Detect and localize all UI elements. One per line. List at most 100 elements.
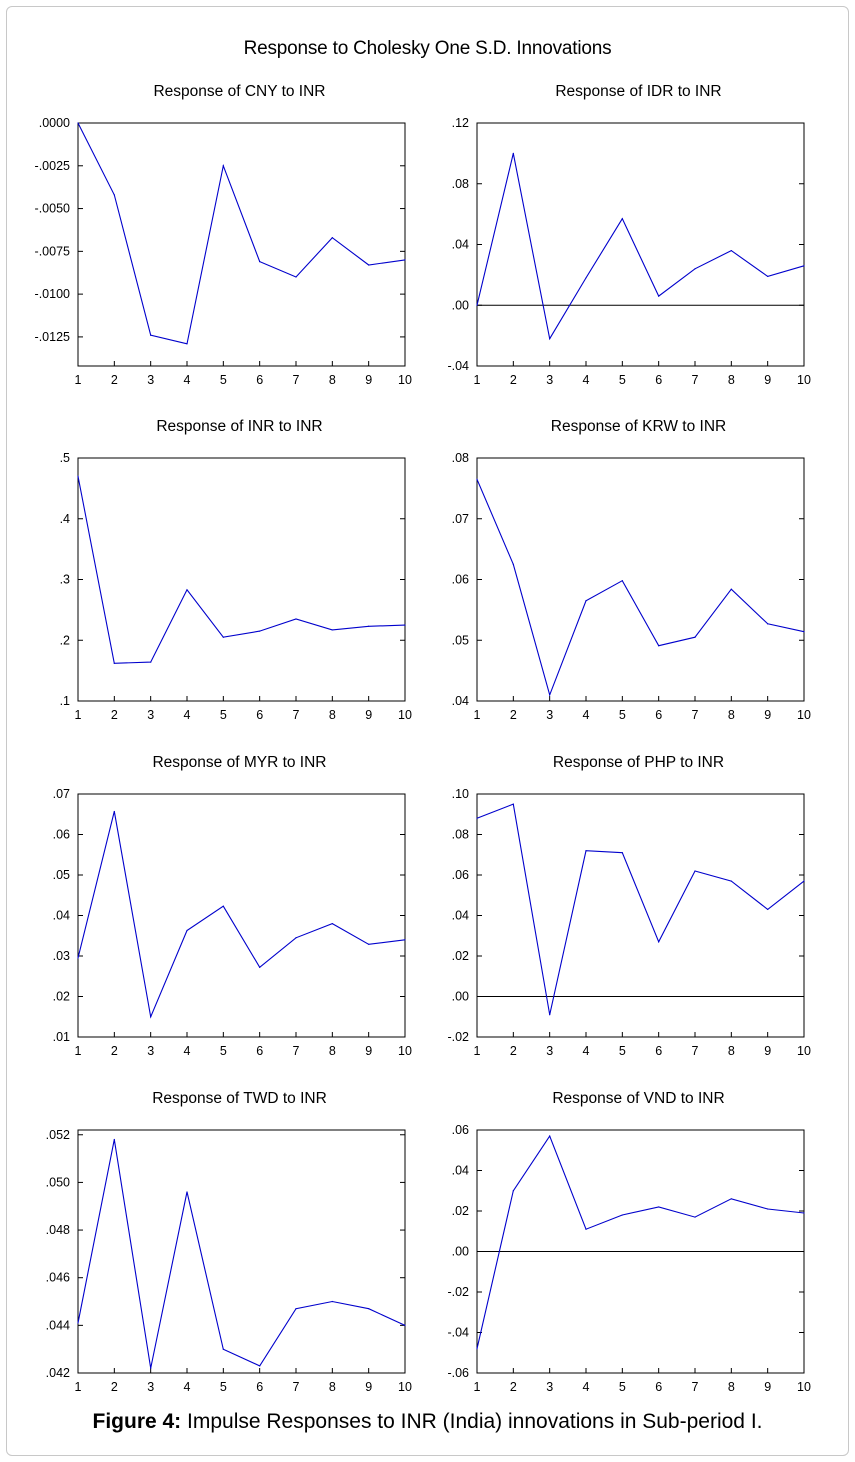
data-point xyxy=(694,636,696,638)
chart-panel-7: Response of TWD to INR .052 .050 .048 .046 .0… xyxy=(46,1090,412,1394)
y-tick-label: -.0025 xyxy=(35,159,70,173)
data-point xyxy=(259,966,261,968)
y-tick-label: .00 xyxy=(452,298,469,312)
x-tick-label: 10 xyxy=(398,373,412,387)
data-point xyxy=(113,810,115,813)
data-point xyxy=(549,694,551,696)
y-tick-label: -.04 xyxy=(447,1326,469,1340)
chart-title: Response of VND to INR xyxy=(552,1090,724,1107)
data-point xyxy=(621,852,623,854)
x-tick-label: 9 xyxy=(764,1044,771,1058)
y-tick-label: .2 xyxy=(60,633,70,647)
data-point xyxy=(512,803,514,805)
x-tick-label: 9 xyxy=(365,1044,372,1058)
y-tick-label: .04 xyxy=(452,694,469,708)
data-point xyxy=(150,334,152,336)
x-tick-label: 2 xyxy=(111,1380,118,1394)
data-point xyxy=(730,880,732,882)
chart-panel-5: Response of MYR to INR .07 .06 .05 .04 .03 .02… xyxy=(53,754,412,1058)
chart-title: Response of MYR to INR xyxy=(152,754,326,771)
x-tick-label: 5 xyxy=(220,373,227,387)
data-point xyxy=(694,870,696,872)
plot-frame xyxy=(476,793,805,1038)
data-point xyxy=(331,1300,333,1303)
data-point xyxy=(694,1216,696,1218)
x-tick-label: 3 xyxy=(147,708,154,722)
x-tick-label: 6 xyxy=(256,1044,263,1058)
y-tick-label: .00 xyxy=(452,1245,469,1259)
x-tick-label: 8 xyxy=(329,1380,336,1394)
data-point xyxy=(295,618,297,620)
x-tick-label: 5 xyxy=(619,708,626,722)
x-tick-label: 1 xyxy=(75,708,82,722)
response-line xyxy=(476,153,805,341)
data-point xyxy=(621,580,623,582)
data-point xyxy=(803,880,805,882)
data-point xyxy=(730,249,732,252)
x-tick-label: 2 xyxy=(510,708,517,722)
data-point xyxy=(621,1214,623,1216)
y-tick-label: .10 xyxy=(452,787,469,801)
x-tick-label: 4 xyxy=(184,1044,191,1058)
data-point xyxy=(730,1198,732,1200)
y-tick-label: .3 xyxy=(60,573,70,587)
data-point xyxy=(331,237,333,239)
data-point xyxy=(77,1322,79,1324)
chart-title: Response of PHP to INR xyxy=(553,754,724,771)
x-tick-label: 3 xyxy=(546,1380,553,1394)
y-tick-label: -.02 xyxy=(447,1030,469,1044)
x-tick-label: 2 xyxy=(510,373,517,387)
x-tick-label: 7 xyxy=(293,708,300,722)
data-point xyxy=(621,218,623,220)
data-point xyxy=(150,661,152,663)
data-point xyxy=(222,905,224,907)
x-tick-label: 5 xyxy=(619,1380,626,1394)
response-line xyxy=(77,122,406,345)
y-tick-label: .02 xyxy=(452,949,469,963)
x-tick-label: 7 xyxy=(692,1044,699,1058)
plot-frame xyxy=(77,457,406,702)
x-tick-label: 8 xyxy=(728,373,735,387)
y-tick-label: .01 xyxy=(53,1030,70,1044)
data-point xyxy=(585,850,587,852)
data-point xyxy=(186,929,188,932)
data-point xyxy=(404,259,406,261)
x-tick-label: 10 xyxy=(797,1044,811,1058)
data-point xyxy=(150,1367,152,1369)
y-tick-label: .050 xyxy=(46,1175,70,1189)
data-point xyxy=(404,624,406,626)
figure-caption: Figure 4: Impulse Responses to INR (Indi… xyxy=(0,1410,855,1434)
x-tick-label: 5 xyxy=(619,1044,626,1058)
x-tick-label: 6 xyxy=(256,708,263,722)
data-point xyxy=(658,645,660,647)
data-point xyxy=(803,631,805,633)
data-point xyxy=(222,165,224,167)
data-point xyxy=(368,1308,370,1310)
data-point xyxy=(404,939,406,941)
data-point xyxy=(585,1228,587,1230)
y-tick-label: .06 xyxy=(452,573,469,587)
y-tick-label: .04 xyxy=(452,238,469,252)
data-point xyxy=(803,1212,805,1214)
y-tick-label: .052 xyxy=(46,1128,70,1142)
x-tick-label: 5 xyxy=(619,373,626,387)
data-point xyxy=(295,276,297,278)
x-tick-label: 8 xyxy=(329,373,336,387)
data-point xyxy=(658,941,660,943)
x-tick-label: 9 xyxy=(365,373,372,387)
y-tick-label: .05 xyxy=(452,633,469,647)
x-tick-label: 8 xyxy=(728,1044,735,1058)
x-tick-label: 4 xyxy=(583,708,590,722)
x-tick-label: 6 xyxy=(655,373,662,387)
x-tick-label: 1 xyxy=(75,1380,82,1394)
y-tick-label: -.0050 xyxy=(35,202,70,216)
data-point xyxy=(803,265,805,267)
y-tick-label: .08 xyxy=(452,828,469,842)
x-tick-label: 8 xyxy=(728,708,735,722)
x-tick-label: 4 xyxy=(184,708,191,722)
x-tick-label: 6 xyxy=(655,1380,662,1394)
data-point xyxy=(295,1308,297,1310)
y-tick-label: .04 xyxy=(452,909,469,923)
response-line xyxy=(476,479,805,697)
y-tick-label: .12 xyxy=(452,116,469,130)
